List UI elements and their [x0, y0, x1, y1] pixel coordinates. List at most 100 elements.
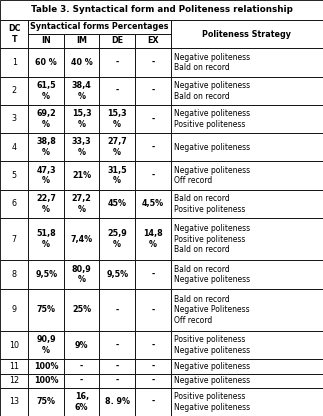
Text: 5: 5	[12, 171, 17, 180]
Text: Bald on record
Negative Politeness
Off record: Bald on record Negative Politeness Off r…	[174, 295, 249, 325]
Bar	[64, 161, 99, 190]
Bar	[64, 133, 99, 161]
Text: IM: IM	[76, 37, 87, 45]
Bar	[28, 374, 64, 388]
Bar	[171, 331, 323, 359]
Bar	[0, 105, 28, 133]
Text: 21%: 21%	[72, 171, 91, 180]
Bar	[0, 0, 323, 20]
Text: 47,3
%: 47,3 %	[36, 166, 56, 186]
Bar	[99, 77, 135, 105]
Text: 27,7
%: 27,7 %	[107, 137, 127, 157]
Bar	[28, 331, 64, 359]
Text: -: -	[151, 341, 154, 350]
Text: -: -	[151, 376, 154, 385]
Text: 9%: 9%	[75, 341, 89, 350]
Text: 8: 8	[12, 270, 17, 279]
Text: 40 %: 40 %	[71, 58, 93, 67]
Bar	[28, 289, 64, 331]
Bar	[28, 190, 64, 218]
Text: 38,4
%: 38,4 %	[72, 81, 92, 101]
Text: -: -	[116, 376, 119, 385]
Bar	[171, 77, 323, 105]
Bar	[28, 133, 64, 161]
Text: 31,5
%: 31,5 %	[108, 166, 127, 186]
Bar	[0, 359, 28, 374]
Bar	[28, 48, 64, 77]
Bar	[99, 374, 135, 388]
Text: -: -	[151, 58, 154, 67]
Text: 7: 7	[12, 235, 17, 244]
Text: 69,2
%: 69,2 %	[36, 109, 56, 129]
Text: -: -	[151, 114, 154, 124]
Bar	[135, 34, 171, 48]
Text: 4: 4	[12, 143, 17, 152]
Text: 22,7
%: 22,7 %	[36, 194, 56, 214]
Bar	[0, 161, 28, 190]
Bar	[64, 260, 99, 289]
Text: -: -	[151, 270, 154, 279]
Bar	[99, 105, 135, 133]
Text: EX: EX	[147, 37, 159, 45]
Bar	[0, 133, 28, 161]
Bar	[28, 105, 64, 133]
Bar	[0, 48, 28, 77]
Text: Negative politeness
Positive politeness
Bald on record: Negative politeness Positive politeness …	[174, 224, 250, 255]
Bar	[135, 190, 171, 218]
Text: 38,8
%: 38,8 %	[36, 137, 56, 157]
Bar	[99, 190, 135, 218]
Text: 8. 9%: 8. 9%	[105, 397, 130, 406]
Text: DE: DE	[111, 37, 123, 45]
Bar	[99, 218, 135, 260]
Text: Negative politeness
Bald on record: Negative politeness Bald on record	[174, 52, 250, 72]
Bar	[0, 388, 28, 416]
Text: 90,9
%: 90,9 %	[36, 335, 56, 355]
Text: 7,4%: 7,4%	[71, 235, 93, 244]
Text: 6: 6	[12, 199, 17, 208]
Text: 60 %: 60 %	[35, 58, 57, 67]
Bar	[171, 359, 323, 374]
Text: -: -	[116, 362, 119, 371]
Bar	[0, 289, 28, 331]
Bar	[28, 260, 64, 289]
Bar	[135, 77, 171, 105]
Bar	[171, 48, 323, 77]
Bar	[28, 77, 64, 105]
Text: DC
T: DC T	[8, 24, 20, 44]
Bar	[0, 374, 28, 388]
Text: 12: 12	[9, 376, 19, 385]
Bar	[99, 331, 135, 359]
Text: 80,9
%: 80,9 %	[72, 265, 92, 285]
Bar	[135, 105, 171, 133]
Bar	[135, 260, 171, 289]
Text: 9: 9	[12, 305, 17, 314]
Bar	[99, 359, 135, 374]
Bar	[64, 190, 99, 218]
Text: Negative politeness
Positive politeness: Negative politeness Positive politeness	[174, 109, 250, 129]
Bar	[28, 34, 64, 48]
Text: 45%: 45%	[108, 199, 127, 208]
Text: 4,5%: 4,5%	[142, 199, 164, 208]
Text: Table 3. Syntactical form and Politeness relationship: Table 3. Syntactical form and Politeness…	[31, 5, 292, 15]
Bar	[99, 133, 135, 161]
Text: 27,2
%: 27,2 %	[72, 194, 92, 214]
Text: -: -	[151, 143, 154, 152]
Bar	[64, 77, 99, 105]
Bar	[171, 260, 323, 289]
Bar	[135, 48, 171, 77]
Text: 61,5
%: 61,5 %	[36, 81, 56, 101]
Text: Bald on record
Positive politeness: Bald on record Positive politeness	[174, 194, 245, 214]
Bar	[171, 218, 323, 260]
Text: Negative politeness
Bald on record: Negative politeness Bald on record	[174, 81, 250, 101]
Bar	[64, 48, 99, 77]
Bar	[99, 260, 135, 289]
Text: IN: IN	[41, 37, 51, 45]
Bar	[64, 34, 99, 48]
Text: 75%: 75%	[37, 305, 56, 314]
Bar	[64, 331, 99, 359]
Bar	[171, 289, 323, 331]
Text: Syntactical forms Percentages: Syntactical forms Percentages	[30, 22, 169, 31]
Text: Positive politeness
Negative politeness: Positive politeness Negative politeness	[174, 335, 250, 355]
Bar	[0, 260, 28, 289]
Bar	[171, 20, 323, 48]
